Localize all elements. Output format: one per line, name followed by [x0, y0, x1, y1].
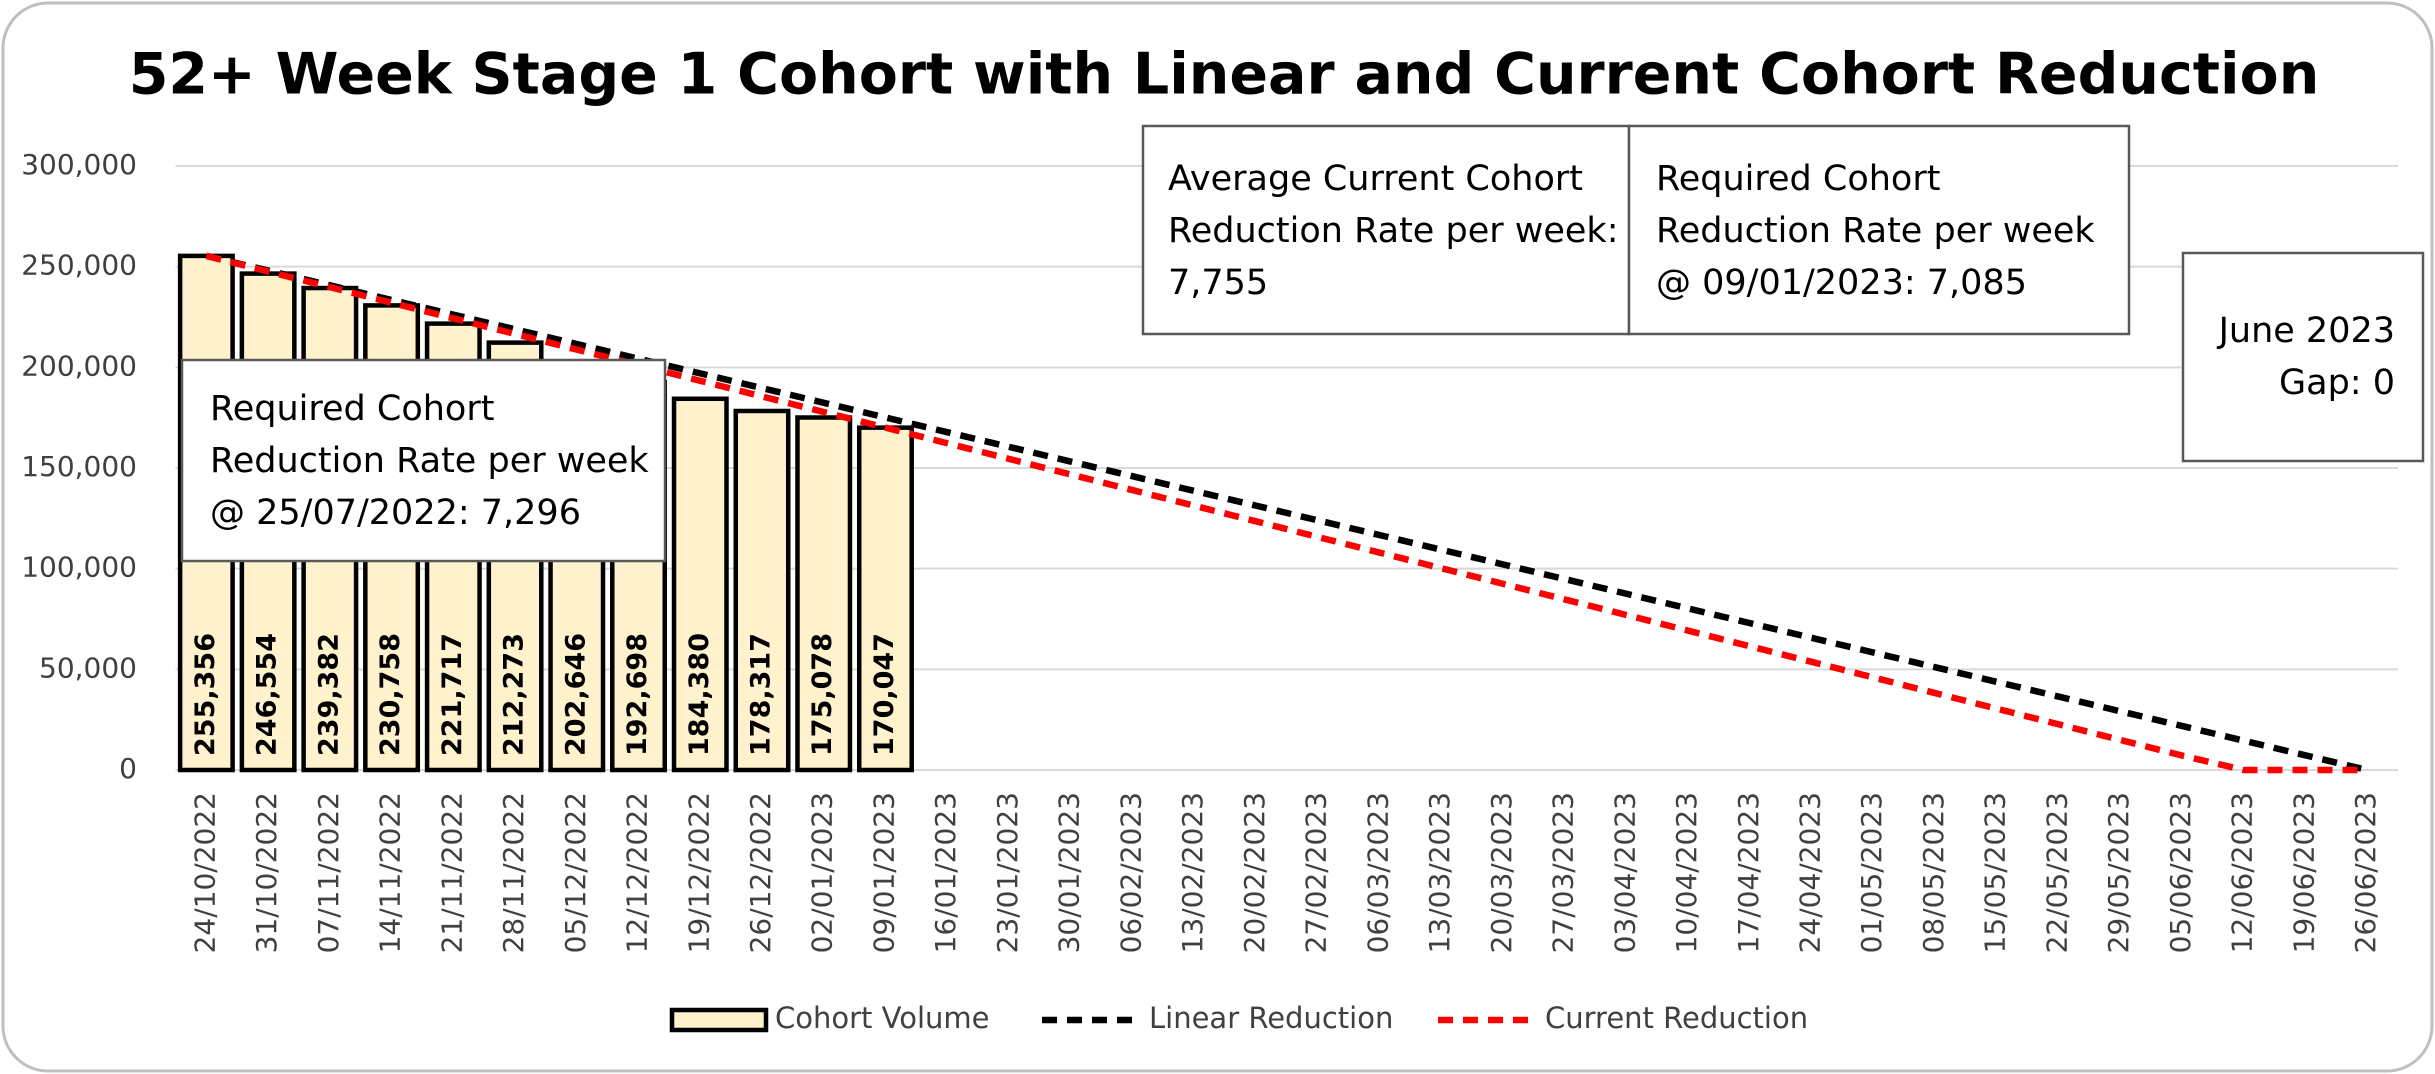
x-tick-label: 26/12/2022 [744, 792, 777, 953]
y-tick-label: 100,000 [21, 551, 137, 584]
x-tick-label: 22/05/2023 [2040, 792, 2073, 953]
x-tick-label: 19/12/2022 [682, 792, 715, 953]
y-tick-label: 150,000 [21, 450, 137, 483]
x-tick-label: 20/03/2023 [1485, 792, 1518, 953]
x-tick-label: 09/01/2023 [867, 792, 900, 953]
bar-label: 230,758 [375, 633, 406, 756]
bar [733, 408, 791, 773]
bar [671, 396, 729, 773]
annotation-text: @ 25/07/2022: 7,296 [210, 493, 581, 533]
annotation-text: Required Cohort [1656, 159, 1940, 199]
annotation-box [1627, 124, 2131, 336]
x-tick-label: 29/05/2023 [2102, 792, 2135, 953]
x-tick-label: 26/06/2023 [2349, 792, 2382, 953]
x-tick-label: 27/02/2023 [1300, 792, 1333, 953]
annotation-text: Gap: 0 [2279, 363, 2395, 403]
x-tick-label: 17/04/2023 [1732, 792, 1765, 953]
x-tick-label: 05/06/2023 [2164, 792, 2197, 953]
x-tick-label: 27/03/2023 [1547, 792, 1580, 953]
x-tick-label: 07/11/2022 [312, 792, 345, 953]
x-tick-label: 13/02/2023 [1176, 792, 1209, 953]
x-tick-label: 13/03/2023 [1423, 792, 1456, 953]
legend-label: Linear Reduction [1149, 1001, 1393, 1035]
annotation-text: @ 09/01/2023: 7,085 [1656, 263, 2027, 303]
x-tick-label: 24/04/2023 [1794, 792, 1827, 953]
legend-swatch [669, 1007, 769, 1033]
bar-label: 170,047 [869, 633, 900, 756]
legend-label: Cohort Volume [775, 1001, 989, 1035]
x-tick-label: 28/11/2022 [497, 792, 530, 953]
bar-label: 246,554 [252, 633, 283, 756]
x-tick-label: 15/05/2023 [1979, 792, 2012, 953]
y-tick-label: 250,000 [21, 249, 137, 282]
bar-label: 175,078 [807, 633, 838, 756]
annotation-text: Reduction Rate per week [210, 441, 649, 481]
annotation-box [180, 358, 667, 563]
y-tick-label: 200,000 [21, 349, 137, 382]
x-tick-label: 06/03/2023 [1361, 792, 1394, 953]
annotation-text: Required Cohort [210, 389, 494, 429]
annotation-text: Reduction Rate per week [1656, 211, 2095, 251]
bar-label: 178,317 [745, 633, 776, 756]
bar [856, 425, 914, 773]
x-tick-label: 19/06/2023 [2287, 792, 2320, 953]
y-tick-label: 50,000 [39, 651, 137, 684]
annotation-box [2181, 251, 2425, 463]
x-tick-label: 14/11/2022 [374, 792, 407, 953]
annotation-text: Average Current Cohort [1168, 159, 1583, 199]
bar-label: 202,646 [560, 633, 591, 756]
x-tick-label: 20/02/2023 [1238, 792, 1271, 953]
annotation-text: June 2023 [2217, 311, 2395, 351]
bar-label: 184,380 [684, 633, 715, 756]
bar-label: 221,717 [437, 633, 468, 756]
annotation-box [1141, 124, 1631, 336]
x-tick-label: 23/01/2023 [991, 792, 1024, 953]
annotation-text: Reduction Rate per week: [1168, 211, 1619, 251]
x-tick-label: 16/01/2023 [929, 792, 962, 953]
x-tick-label: 03/04/2023 [1608, 792, 1641, 953]
x-tick-label: 06/02/2023 [1114, 792, 1147, 953]
bar-label: 239,382 [313, 633, 344, 756]
x-tick-label: 31/10/2022 [250, 792, 283, 953]
y-tick-label: 300,000 [21, 148, 137, 181]
legend-label: Current Reduction [1545, 1001, 1808, 1035]
x-tick-label: 30/01/2023 [1053, 792, 1086, 953]
x-tick-label: 02/01/2023 [806, 792, 839, 953]
bar-label: 192,698 [622, 633, 653, 756]
y-tick-label: 0 [119, 752, 137, 785]
x-tick-label: 12/06/2023 [2226, 792, 2259, 953]
x-tick-label: 05/12/2022 [559, 792, 592, 953]
bar [795, 415, 853, 773]
x-tick-label: 21/11/2022 [435, 792, 468, 953]
x-tick-label: 01/05/2023 [1855, 792, 1888, 953]
line-series [205, 252, 2368, 774]
x-tick-label: 12/12/2022 [621, 792, 654, 953]
line-series [205, 252, 2368, 774]
bar-label: 212,273 [499, 633, 530, 756]
bar-label: 255,356 [190, 633, 221, 756]
x-tick-label: 08/05/2023 [1917, 792, 1950, 953]
x-tick-label: 24/10/2022 [188, 792, 221, 953]
chart-title: 52+ Week Stage 1 Cohort with Linear and … [129, 42, 2320, 108]
annotation-text: 7,755 [1168, 263, 1268, 303]
x-tick-label: 10/04/2023 [1670, 792, 1703, 953]
